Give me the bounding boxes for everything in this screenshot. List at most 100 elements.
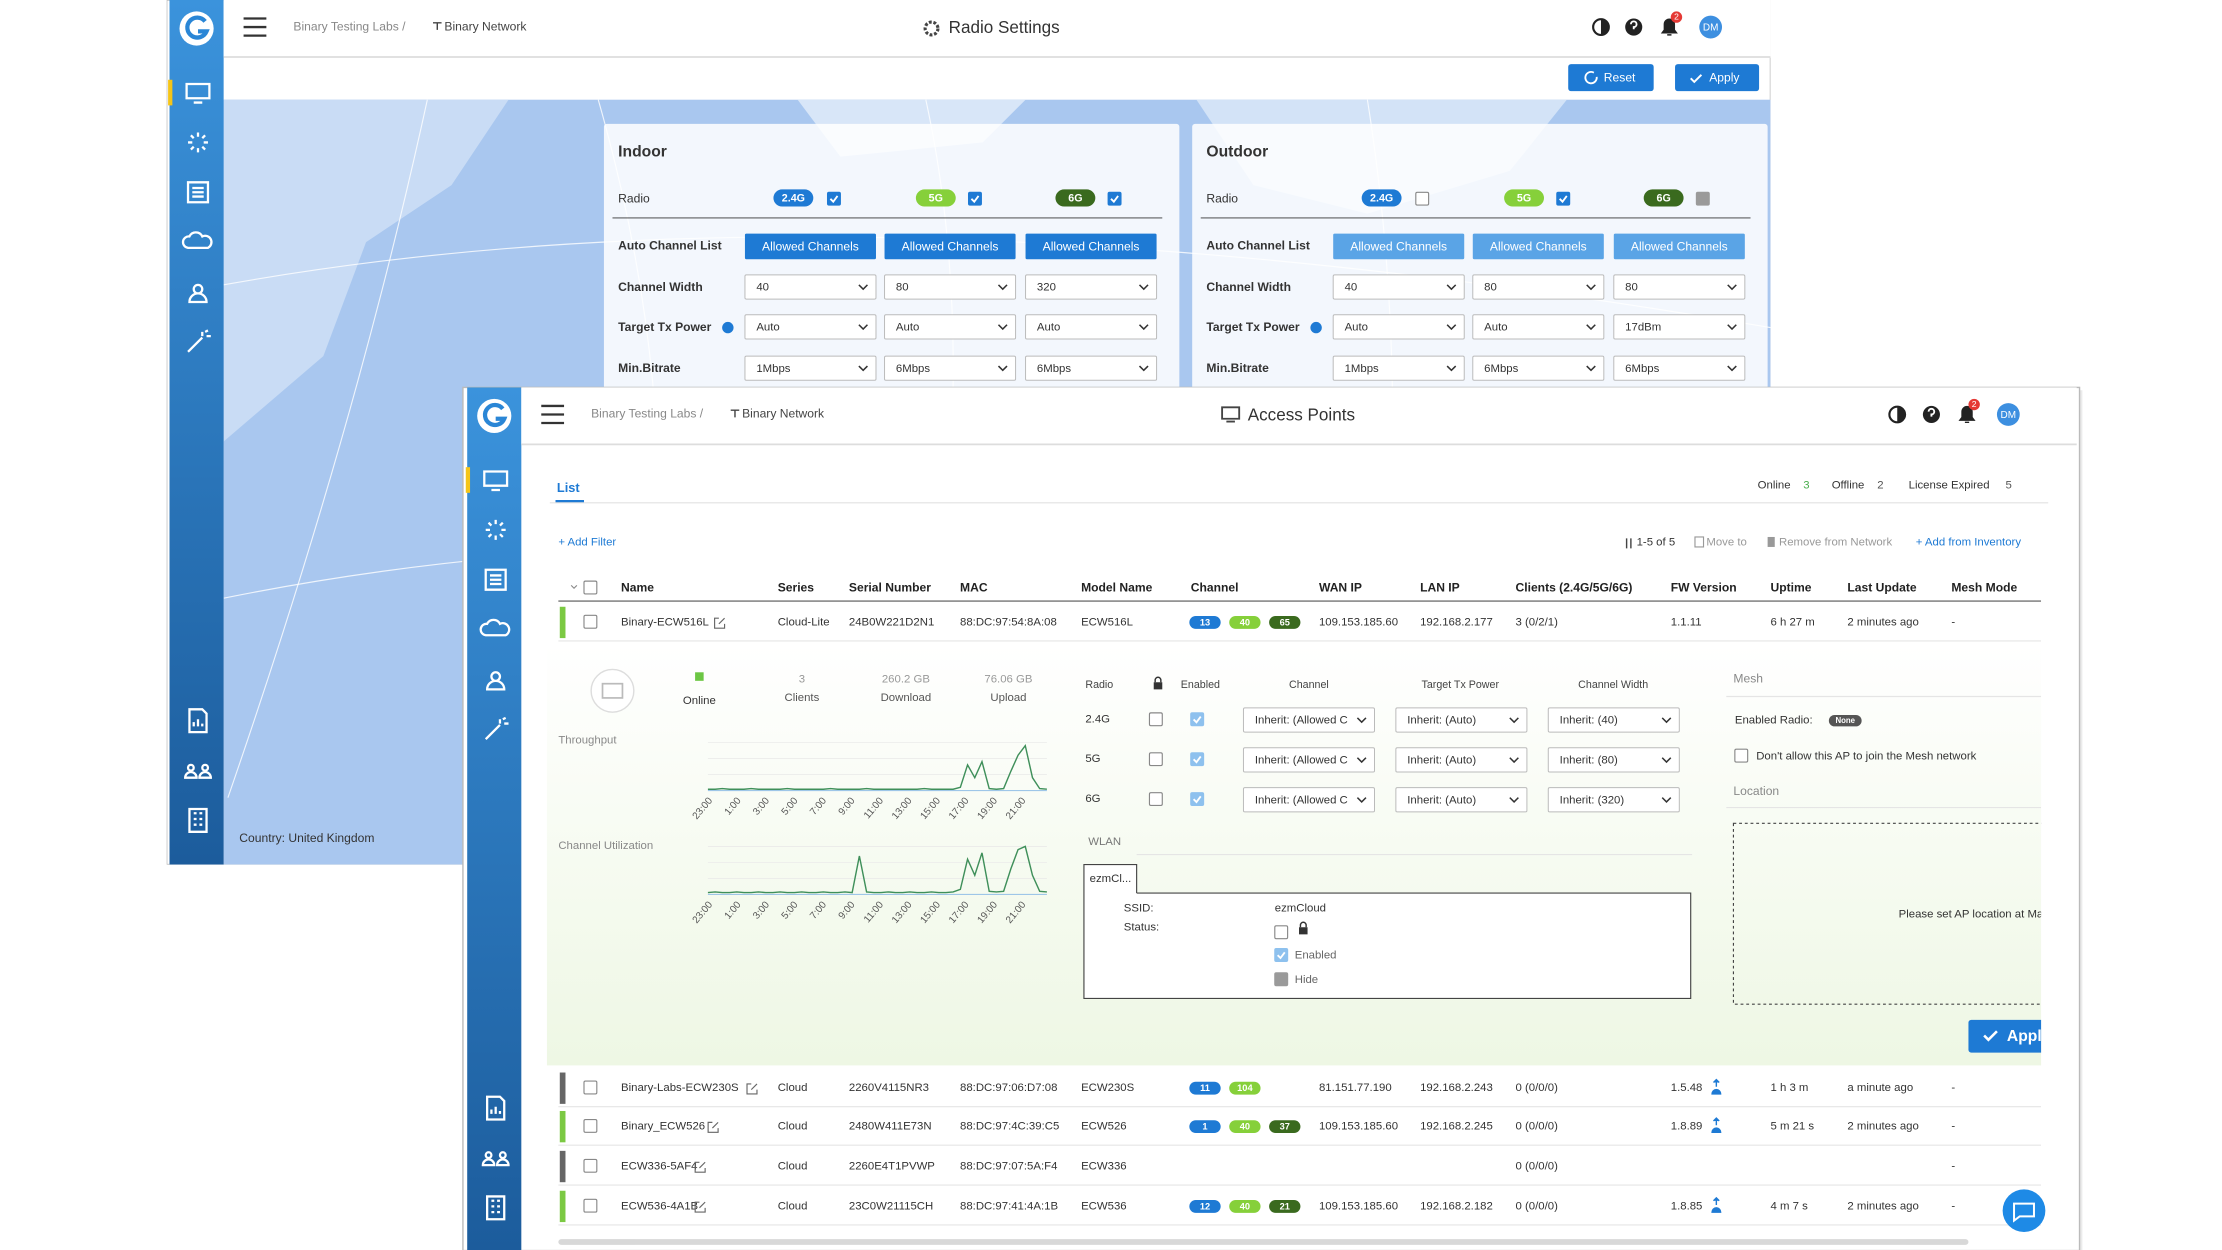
allowed-channels-button[interactable] <box>884 233 1016 260</box>
select[interactable] <box>1613 274 1746 300</box>
allowed-channels-button[interactable] <box>1333 233 1465 260</box>
checkbox[interactable] <box>1190 712 1205 727</box>
nav-building[interactable] <box>485 1195 506 1221</box>
button-label: Allowed Channels <box>902 239 999 253</box>
notifications[interactable] <box>1660 18 1678 36</box>
checkbox[interactable] <box>1274 948 1289 962</box>
allowed-channels-button[interactable] <box>1472 233 1604 260</box>
add-from-inventory[interactable]: + Add from Inventory <box>1916 537 2022 549</box>
nav-list[interactable] <box>186 181 210 204</box>
checkbox[interactable] <box>583 614 598 629</box>
edit-icon[interactable] <box>714 617 726 629</box>
select[interactable] <box>1547 787 1680 813</box>
cell-series: Cloud <box>778 1121 808 1133</box>
nav-person[interactable] <box>485 671 506 691</box>
wlan-tab[interactable]: ezmCl... <box>1090 873 1132 885</box>
allowed-channels-button[interactable] <box>744 233 876 260</box>
select[interactable] <box>1395 747 1528 773</box>
select[interactable] <box>744 274 877 300</box>
checkbox[interactable] <box>1190 752 1205 767</box>
select[interactable] <box>1547 707 1680 733</box>
select[interactable] <box>1472 355 1605 381</box>
nav-list[interactable] <box>484 568 507 591</box>
nav-monitor[interactable] <box>185 82 211 104</box>
nav-people[interactable] <box>481 1151 510 1167</box>
nav-report[interactable] <box>485 1095 506 1121</box>
select[interactable] <box>1332 314 1465 340</box>
select[interactable] <box>744 314 877 340</box>
menu-button[interactable] <box>243 17 267 37</box>
select[interactable] <box>744 355 877 381</box>
edit-icon[interactable] <box>707 1121 719 1133</box>
checkbox[interactable] <box>583 1158 598 1173</box>
select[interactable] <box>1242 787 1376 813</box>
select[interactable] <box>1472 314 1605 340</box>
sidebar <box>467 387 522 1250</box>
checkbox[interactable] <box>1190 792 1205 807</box>
select[interactable] <box>884 314 1017 340</box>
select[interactable] <box>1613 355 1746 381</box>
menu-button[interactable] <box>541 404 565 425</box>
edit-icon[interactable] <box>694 1161 706 1173</box>
nav-person[interactable] <box>188 283 208 304</box>
checkbox[interactable] <box>1148 712 1163 727</box>
select[interactable] <box>1242 747 1376 773</box>
move-to[interactable]: Move to <box>1706 537 1746 549</box>
checkbox[interactable] <box>1148 792 1163 807</box>
select[interactable] <box>1332 355 1465 381</box>
select[interactable] <box>1025 314 1158 340</box>
nav-building[interactable] <box>188 807 208 833</box>
select[interactable] <box>1025 355 1158 381</box>
nav-monitor[interactable] <box>483 470 509 492</box>
checkbox[interactable] <box>826 191 841 206</box>
nav-cloud[interactable] <box>181 231 213 249</box>
apply-button[interactable] <box>1675 64 1760 92</box>
checkbox[interactable] <box>1148 752 1163 767</box>
checkbox[interactable] <box>1556 191 1571 206</box>
checkbox[interactable] <box>583 1198 598 1213</box>
nav-wand[interactable] <box>484 716 509 741</box>
nav-people[interactable] <box>184 763 212 779</box>
reset-button[interactable] <box>1568 64 1654 92</box>
chat-button[interactable] <box>2002 1189 2046 1233</box>
checkbox[interactable] <box>1415 191 1430 206</box>
avatar[interactable] <box>1996 403 2020 426</box>
nav-gear[interactable] <box>188 132 208 153</box>
cell-name: ECW536-4A1B <box>621 1200 698 1212</box>
checkbox[interactable] <box>1734 748 1749 763</box>
select[interactable] <box>1547 747 1680 773</box>
select[interactable] <box>884 355 1017 381</box>
nav-report[interactable] <box>188 708 208 734</box>
checkbox[interactable] <box>1107 191 1122 206</box>
nav-cloud[interactable] <box>479 618 511 637</box>
nav-wand[interactable] <box>187 329 211 353</box>
checkbox[interactable] <box>1695 191 1710 206</box>
allowed-channels-button[interactable] <box>1025 233 1157 260</box>
checkbox[interactable] <box>967 191 982 206</box>
checkbox[interactable] <box>583 1118 598 1133</box>
tab-list[interactable]: List <box>557 480 580 495</box>
remove-from-network[interactable]: Remove from Network <box>1779 537 1892 549</box>
status-bar <box>559 1190 566 1223</box>
chevron <box>1586 324 1596 331</box>
select[interactable] <box>1025 274 1158 300</box>
avatar[interactable] <box>1699 15 1723 39</box>
detail-apply-button[interactable] <box>1968 1019 2056 1053</box>
allowed-channels-button[interactable] <box>1613 233 1745 260</box>
notifications[interactable] <box>1958 406 1976 424</box>
checkbox[interactable] <box>1274 925 1289 940</box>
checkbox[interactable] <box>583 580 598 595</box>
add-filter[interactable]: + Add Filter <box>558 537 616 549</box>
select[interactable] <box>1242 707 1376 733</box>
edit-icon[interactable] <box>694 1201 706 1213</box>
select[interactable] <box>884 274 1017 300</box>
select[interactable] <box>1395 707 1528 733</box>
checkbox[interactable] <box>1274 972 1289 987</box>
select[interactable] <box>1395 787 1528 813</box>
edit-icon[interactable] <box>746 1083 758 1095</box>
checkbox[interactable] <box>583 1080 598 1095</box>
select[interactable] <box>1472 274 1605 300</box>
select[interactable] <box>1613 314 1746 340</box>
select[interactable] <box>1332 274 1465 300</box>
nav-gear[interactable] <box>485 519 506 540</box>
